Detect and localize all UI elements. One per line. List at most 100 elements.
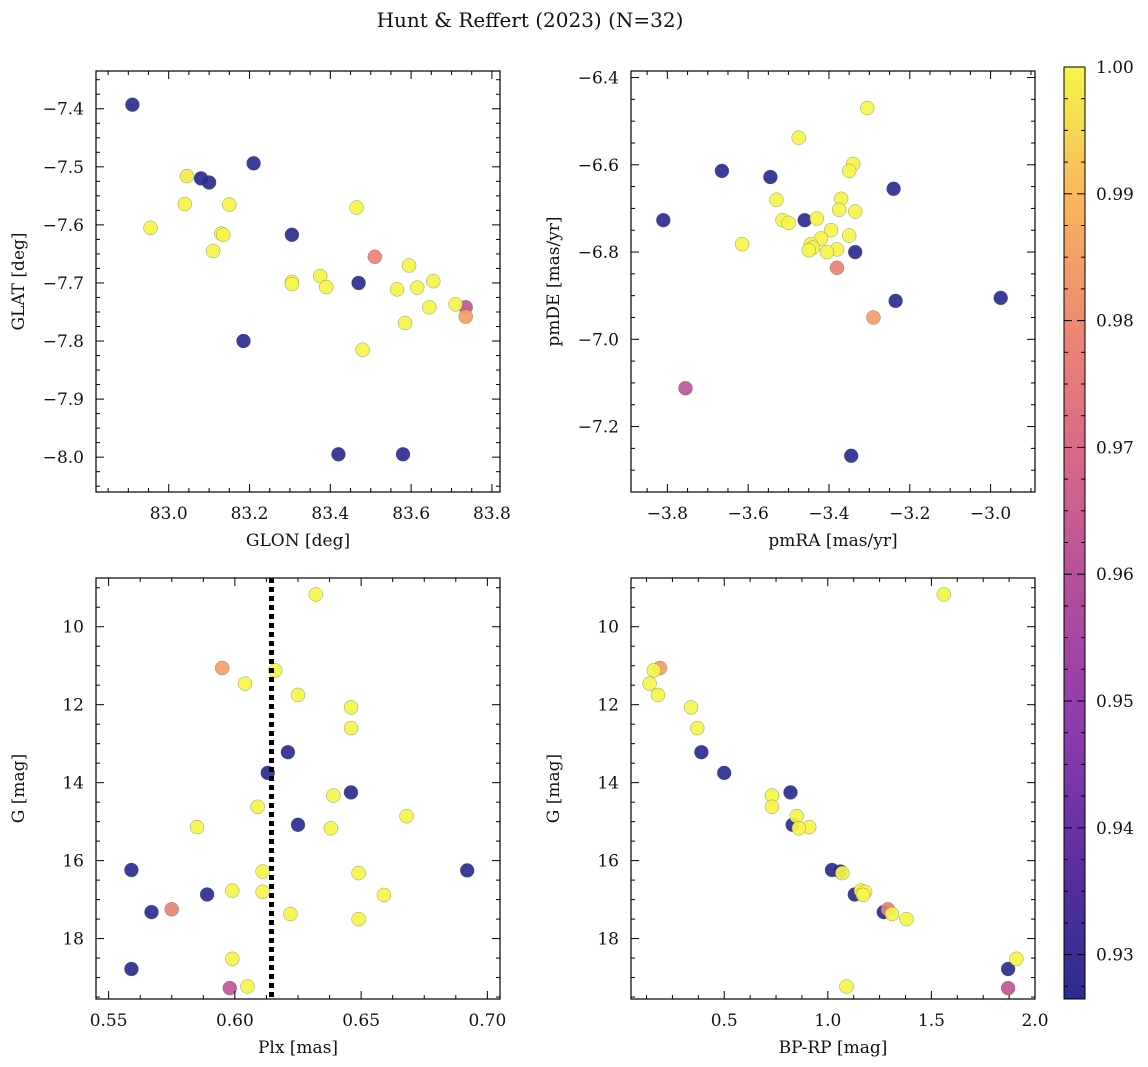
colorbar-tick-label: 0.98 [1096,312,1134,332]
x-axis-label: GLON [deg] [246,531,350,551]
data-point [823,222,839,238]
data-point [240,979,255,994]
y-tick-label: −7.6 [43,216,84,236]
x-tick-label: 83.6 [392,504,430,524]
colorbar-tick-label: 0.96 [1096,565,1134,585]
data-point [290,817,306,833]
data-point [250,799,265,815]
data-point [764,799,780,815]
data-point [268,663,283,678]
data-point [367,249,383,265]
data-point [847,204,863,219]
data-point [199,887,215,902]
data-point [389,282,405,297]
data-point [831,202,847,217]
data-point [791,821,807,836]
data-point [829,260,845,276]
data-point [426,273,441,289]
data-point [343,700,359,715]
x-tick-label: 83.4 [311,504,349,524]
data-point [656,212,671,228]
data-point [351,275,366,291]
y-tick-label: 14 [62,774,84,794]
data-point [841,163,857,179]
y-tick-label: −7.4 [43,100,84,120]
x-tick-label: 0.60 [216,1011,254,1031]
colorbar-tick-label: 0.94 [1096,819,1134,839]
x-tick-label: −3.6 [728,504,769,524]
colorbar-tick-label: 1.00 [1096,58,1134,78]
data-point [290,687,306,703]
data-point [331,447,346,462]
data-point [763,169,778,185]
data-point [201,175,217,190]
x-tick-label: −3.8 [647,504,688,524]
y-tick-label: −6.6 [578,156,619,176]
data-point [399,808,414,824]
data-point [205,243,221,259]
x-tick-label: −3.0 [970,504,1011,524]
data-point [716,765,732,781]
y-tick-label: −6.4 [578,69,619,89]
data-point [143,220,158,236]
data-point [1000,980,1016,996]
y-tick-label: 10 [62,618,84,638]
axes-frame [630,70,1036,493]
colorbar: 0.93 0.94 0.95 0.96 0.97 0.98 0.99 1.00 [1063,58,1134,1000]
data-point [884,906,900,922]
colorbar-gradient [1063,66,1086,1000]
data-point [459,863,475,878]
data-point [936,587,952,602]
data-point [791,130,806,145]
data-point [124,961,139,977]
y-tick-label: −7.0 [578,330,619,350]
y-axis-label: pmDE [mas/yr] [544,216,564,346]
data-point [225,883,240,898]
data-point [650,687,666,703]
data-point [179,168,195,184]
x-tick-label: 1.0 [814,1011,841,1031]
data-point [284,227,300,243]
y-tick-label: 16 [597,852,619,872]
colorbar-tick-label: 0.95 [1096,692,1134,712]
y-tick-label: −7.2 [578,418,619,438]
data-point [1009,951,1024,967]
data-point [841,228,857,243]
scatter-points [656,100,1008,464]
scatter-points [124,587,475,996]
data-point [326,788,341,803]
data-point [144,904,159,920]
x-tick-label: 83.0 [150,504,188,524]
data-point [222,197,237,212]
y-tick-label: 14 [597,774,619,794]
data-point [376,887,392,903]
scatter-points [125,97,473,462]
panel-bprp_g: 0.5 1.0 1.5 2.0 10 12 14 16 18 BP-RP [mag] G [mag] [544,577,1049,1058]
data-point [683,700,699,715]
data-point [351,911,366,927]
data-point [839,979,854,994]
y-tick-label: −7.8 [43,332,84,352]
data-point [458,309,473,324]
y-tick-label: −7.7 [43,274,84,294]
y-tick-label: 18 [62,930,84,950]
data-point [734,236,750,252]
colorbar-tick-label: 0.93 [1096,946,1134,966]
y-tick-label: −6.8 [578,243,619,263]
data-point [843,448,859,464]
y-tick-label: 12 [62,696,84,716]
data-point [1000,961,1016,977]
y-tick-label: −8.0 [43,448,84,468]
data-point [312,268,328,284]
data-point [642,676,657,691]
x-axis-label: BP-RP [mag] [779,1038,888,1058]
axes-frame [95,577,501,1000]
data-point [714,163,730,179]
data-point [448,297,463,312]
x-tick-label: −3.4 [808,504,849,524]
data-point [860,100,875,116]
data-point [283,906,298,922]
data-point [343,720,359,736]
y-tick-label: 16 [62,852,84,872]
data-point [351,865,366,881]
